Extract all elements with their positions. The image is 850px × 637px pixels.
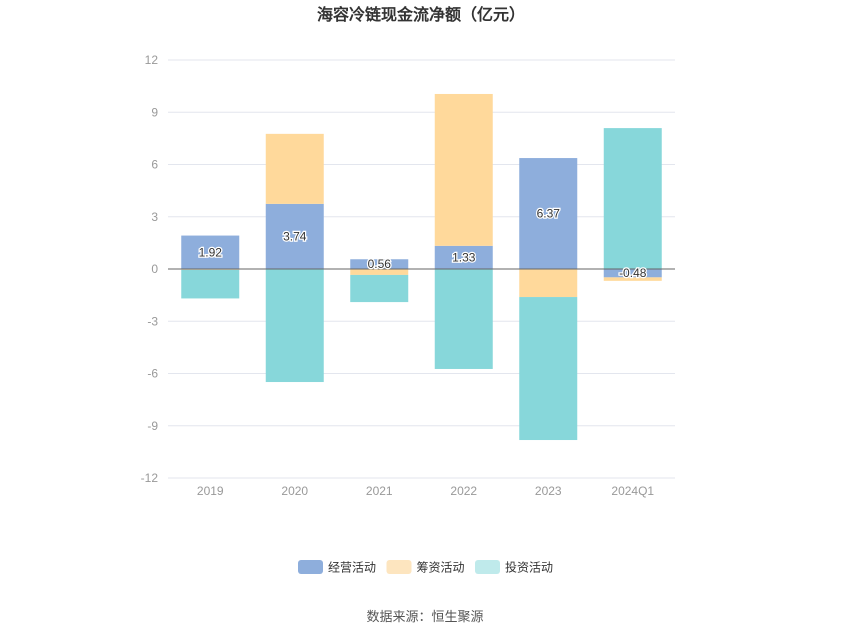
bar-series-1-2024Q1[interactable] xyxy=(603,277,662,281)
y-axis: 12 9 6 3 0 -3 -6 -9 -12 xyxy=(141,53,159,485)
bar-value-label: -0.48 xyxy=(619,266,647,280)
bar-series-1-2023[interactable] xyxy=(519,269,578,298)
y-tick-label: -6 xyxy=(147,367,158,381)
y-tick-label: -9 xyxy=(147,419,158,433)
bar-series-1-2022[interactable] xyxy=(434,93,493,246)
bar-value-label: 1.33 xyxy=(452,250,476,264)
bar-series-0-2020[interactable] xyxy=(265,203,324,269)
bar-series-2-2021[interactable] xyxy=(350,274,409,303)
x-tick-label: 2020 xyxy=(281,484,308,498)
bar-value-label: 3.74 xyxy=(283,229,307,243)
bar-series-0-2024Q1[interactable] xyxy=(603,269,662,278)
legend-item-1[interactable]: 筹资活动 xyxy=(386,560,465,575)
bar-series-1-2021[interactable] xyxy=(350,269,409,275)
bar-labels: 1.92 3.74 0.56 1.33 6.37 -0.48 xyxy=(197,205,648,281)
data-source: 数据来源：恒生聚源 xyxy=(366,609,483,624)
bar-series-2-2022[interactable] xyxy=(434,269,493,369)
bar-series-2-2020[interactable] xyxy=(265,269,324,383)
bar-series-0-2019[interactable] xyxy=(181,235,240,269)
grid xyxy=(168,59,675,479)
bar-value-label: 6.37 xyxy=(537,207,561,221)
x-tick-label: 2021 xyxy=(366,484,393,498)
y-tick-label: 3 xyxy=(151,210,158,224)
bar-series-2-2024Q1[interactable] xyxy=(603,128,662,269)
bar-series-2-2023[interactable] xyxy=(519,297,578,441)
legend-label: 投资活动 xyxy=(505,560,553,575)
legend-item-0[interactable]: 经营活动 xyxy=(298,560,376,575)
x-tick-label: 2024Q1 xyxy=(611,484,654,498)
legend: 经营活动 筹资活动 投资活动 xyxy=(298,560,553,575)
bar-series-1-2020[interactable] xyxy=(265,133,324,204)
x-axis: 2019 2020 2021 2022 2023 2024Q1 xyxy=(168,268,675,498)
x-tick-label: 2023 xyxy=(535,484,562,498)
legend-swatch xyxy=(386,560,412,574)
y-tick-label: -3 xyxy=(147,314,158,328)
chart-title: 海容冷链现金流净额（亿元） xyxy=(317,5,525,24)
bar-series-0-2023[interactable] xyxy=(519,158,578,269)
legend-label: 经营活动 xyxy=(328,561,376,575)
bar-series-2-2019[interactable] xyxy=(181,269,240,299)
y-tick-label: 9 xyxy=(151,105,158,119)
y-tick-label: -12 xyxy=(141,471,159,485)
bar-value-label: 1.92 xyxy=(199,245,223,259)
legend-item-2[interactable]: 投资活动 xyxy=(475,560,553,575)
legend-swatch xyxy=(298,560,323,574)
legend-swatch xyxy=(475,560,500,574)
y-tick-label: 6 xyxy=(151,158,158,172)
bar-series-0-2022[interactable] xyxy=(434,245,493,269)
x-tick-label: 2022 xyxy=(450,484,477,498)
x-tick-label: 2019 xyxy=(197,484,224,498)
legend-label: 筹资活动 xyxy=(417,561,465,575)
bars xyxy=(181,93,662,441)
bar-series-0-2021[interactable] xyxy=(350,259,409,269)
y-tick-label: 0 xyxy=(151,262,158,276)
y-tick-label: 12 xyxy=(145,53,159,67)
bar-value-label: 0.56 xyxy=(368,257,392,271)
